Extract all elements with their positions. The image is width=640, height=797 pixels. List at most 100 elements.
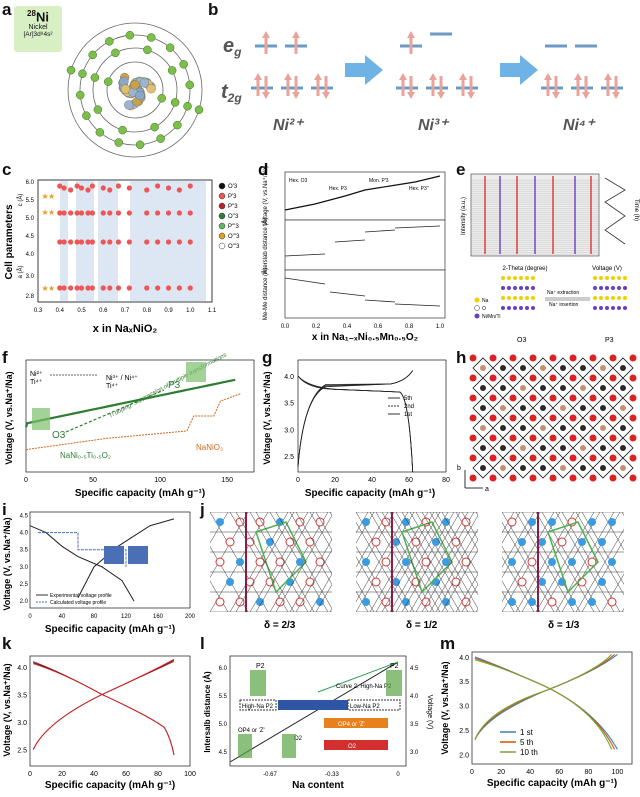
element-name: Nickel	[28, 24, 48, 32]
orbital-diagram: eg t2g Ni²⁺ Ni³⁺ Ni⁴⁺	[221, 31, 623, 134]
svg-text:40: 40	[90, 771, 98, 778]
panel-m: 0 20 40 60 80 100 2.0 2.5 3.0 3.5 4.0 Voltage (V, …	[436, 634, 640, 792]
svg-text:0.4: 0.4	[343, 324, 352, 330]
f-ylabel: Voltage (V, vs.Na⁺/Na)	[4, 371, 14, 464]
electron	[179, 60, 188, 69]
svg-text:3.0: 3.0	[410, 750, 419, 756]
svg-text:4.0: 4.0	[20, 531, 29, 537]
svg-text:40: 40	[59, 614, 66, 620]
svg-text:5 th: 5 th	[520, 738, 533, 747]
svg-text:0.6: 0.6	[99, 308, 108, 314]
svg-text:60: 60	[122, 771, 130, 778]
svg-text:4.5: 4.5	[20, 513, 29, 519]
electron	[95, 128, 105, 137]
panel-label-j: j	[200, 500, 205, 519]
panel-label-g: g	[262, 348, 273, 367]
svg-text:4.5: 4.5	[410, 666, 419, 672]
j-delta-1: δ = 2/3	[264, 620, 296, 631]
g-xlabel: Specific capacity (mAh g⁻¹)	[305, 488, 435, 499]
svg-text:5.5: 5.5	[26, 198, 35, 204]
svg-text:O''3: O''3	[228, 214, 239, 220]
svg-text:20: 20	[497, 769, 505, 776]
electron	[66, 65, 76, 75]
svg-text:6.0: 6.0	[219, 666, 228, 672]
i-xlabel: Specific capacity (mAh g⁻¹)	[45, 624, 175, 634]
svg-text:Ni³⁺ / Ni⁴⁺: Ni³⁺ / Ni⁴⁺	[106, 375, 138, 382]
c-ylabel-c: c (Å)	[17, 194, 24, 207]
k-xlabel: Specific capacity (mAh g⁻¹)	[45, 780, 175, 791]
chart-m: 0 20 40 60 80 100 2.0 2.5 3.0 3.5 4.0 Voltage (V, …	[440, 651, 633, 789]
svg-text:4.5: 4.5	[219, 750, 228, 756]
svg-text:4.0: 4.0	[284, 374, 294, 381]
e-o3: O3	[517, 337, 526, 344]
svg-text:P'3: P'3	[228, 194, 237, 200]
svg-text:20: 20	[331, 477, 339, 484]
electron	[183, 102, 192, 111]
chart-f: Voltage (V, vs.Na⁺/Na) Specific capacity…	[4, 352, 255, 499]
svg-text:3.0: 3.0	[20, 565, 29, 571]
svg-text:0.8: 0.8	[405, 324, 414, 330]
atomic-number: 28	[27, 9, 36, 18]
e-insertion: Na⁺ insertion	[549, 302, 579, 308]
f-series2: NaNiO₂	[196, 443, 223, 452]
electron	[111, 48, 120, 58]
e-timelabel: Time (h)	[633, 199, 639, 221]
svg-text:a: a	[485, 486, 489, 493]
svg-text:50: 50	[89, 477, 97, 484]
svg-text:★: ★	[48, 208, 55, 217]
c-ylabel-a: a (Å)	[17, 265, 24, 278]
arrow-right-icon	[345, 55, 383, 85]
j-delta-3: δ = 1/3	[548, 620, 580, 631]
chart-d: Hex. O3 Hex. P3 Mon. P'3 Hex. P3'' Voltage …	[262, 166, 446, 343]
svg-text:40: 40	[526, 769, 534, 776]
panel-label-b: b	[208, 0, 219, 19]
svg-text:4.5: 4.5	[26, 234, 35, 240]
atom-diagram	[66, 22, 204, 158]
svg-text:0: 0	[28, 614, 32, 620]
svg-text:3.5: 3.5	[410, 722, 419, 728]
panel-label-i: i	[2, 500, 7, 519]
svg-text:2.0: 2.0	[459, 752, 469, 759]
d-y2: Interslab distance (Å)	[262, 218, 269, 275]
svg-text:3.5: 3.5	[20, 548, 29, 554]
svg-text:5.0: 5.0	[219, 722, 228, 728]
panel-a: 28Ni Nickel [Ar]3d⁸4s²	[0, 0, 205, 160]
svg-text:3.0: 3.0	[26, 274, 35, 280]
electron	[147, 33, 156, 42]
svg-text:O'''3: O'''3	[228, 244, 240, 250]
electron	[105, 37, 114, 46]
svg-text:Hex. P3'': Hex. P3''	[409, 186, 429, 192]
svg-text:3.0: 3.0	[459, 704, 469, 711]
svg-text:1 st: 1 st	[520, 728, 534, 737]
svg-text:4.0: 4.0	[26, 252, 35, 258]
svg-text:0.5: 0.5	[77, 308, 86, 314]
e-vlabel: Voltage (V)	[592, 266, 622, 272]
electron	[167, 66, 177, 75]
electron	[170, 98, 180, 107]
svg-text:5.5: 5.5	[219, 694, 228, 700]
svg-text:P2: P2	[390, 663, 399, 670]
i-ylabel: Voltage (V, vs.Na⁺/Na)	[2, 517, 12, 610]
panel-label-m: m	[440, 634, 456, 653]
c-xlabel: x in NaₓNiO₂	[93, 323, 158, 335]
svg-text:80: 80	[154, 771, 162, 778]
svg-text:OP4 or 'Z': OP4 or 'Z'	[238, 728, 265, 734]
svg-text:-0.67: -0.67	[263, 772, 277, 778]
panel-b: eg t2g Ni²⁺ Ni³⁺ Ni⁴⁺	[205, 0, 640, 160]
svg-text:O'3: O'3	[228, 184, 238, 190]
svg-text:80: 80	[584, 769, 592, 776]
element-tile: 28Ni Nickel [Ar]3d⁸4s²	[14, 6, 62, 52]
svg-text:P''3: P''3	[228, 204, 238, 210]
svg-text:O'''3: O'''3	[228, 234, 240, 240]
electron	[185, 80, 195, 90]
electron	[125, 30, 135, 40]
panel-g: 0 20 40 60 80 2.5 3.0 3.5 4.0 Voltage (V, vs.Na⁺…	[258, 348, 453, 500]
svg-text:0: 0	[28, 771, 32, 778]
electron	[157, 94, 166, 103]
j-delta-2: δ = 1/2	[406, 620, 438, 631]
svg-text:OP4 or 'Z': OP4 or 'Z'	[338, 722, 365, 728]
svg-text:0.9: 0.9	[164, 308, 173, 314]
svg-text:Experimental voltage profile: Experimental voltage profile	[50, 593, 112, 599]
svg-text:0.3: 0.3	[34, 308, 43, 314]
svg-text:120: 120	[121, 614, 132, 620]
